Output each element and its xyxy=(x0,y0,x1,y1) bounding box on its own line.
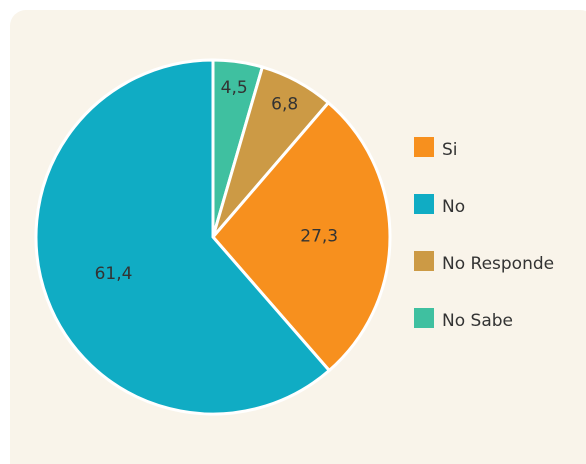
legend-swatch xyxy=(414,308,434,328)
pie-slice xyxy=(211,100,392,373)
legend-label: No Responde xyxy=(442,254,554,274)
legend-swatch xyxy=(414,137,434,157)
legend-label: No Sabe xyxy=(442,311,513,331)
legend-swatch xyxy=(414,251,434,271)
slice-label: 4,5 xyxy=(221,78,248,98)
pie-slice xyxy=(34,58,332,416)
legend-label: No xyxy=(442,197,465,217)
slice-label: 61,4 xyxy=(95,264,133,284)
slice-label: 27,3 xyxy=(300,227,338,247)
slice-label: 6,8 xyxy=(271,95,298,115)
legend-swatch xyxy=(414,194,434,214)
legend-label: Si xyxy=(442,140,458,160)
